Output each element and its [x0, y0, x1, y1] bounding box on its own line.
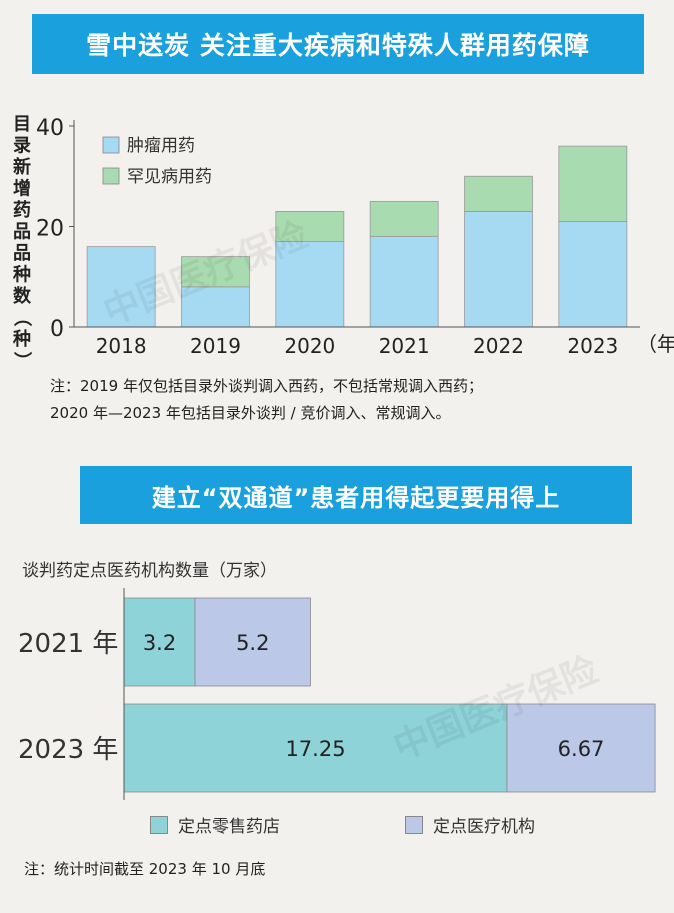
chart1-footnote-line2: 2020 年—2023 年包括目录外谈判 / 竞价调入、常规调入。	[50, 404, 451, 422]
chart2-title: 谈判药定点医药机构数量（万家）	[22, 561, 277, 581]
bar-2023-tumor	[558, 221, 628, 328]
x-tick-label: 2021	[379, 334, 430, 358]
bar-2022-tumor	[464, 211, 533, 328]
x-tick-label: 2023	[567, 334, 618, 358]
bar-2021 年-medical	[194, 597, 311, 687]
y-axis-label-char: 种	[12, 328, 31, 350]
chart2-footnote: 注：统计时间截至 2023 年 10 月底	[24, 860, 266, 878]
y-axis-label-char: （	[11, 309, 32, 327]
bar-value-label: 5.2	[236, 631, 269, 655]
section1-banner: 雪中送炭 关注重大疾病和特殊人群用药保障	[32, 14, 644, 74]
y-axis-label-char: 药	[13, 199, 31, 221]
x-tick-label: 2018	[96, 334, 147, 358]
y-tick-label: 40	[36, 116, 64, 141]
legend-medical: 定点医疗机构	[405, 812, 535, 837]
bar-2021-rare	[369, 200, 439, 237]
bar-2021 年-retail	[123, 597, 196, 687]
bar-2019-tumor	[181, 286, 250, 328]
bar-2023 年-retail	[123, 703, 508, 793]
y-tick-label: 20	[36, 217, 64, 242]
x-tick-label: 2020	[284, 334, 335, 358]
y-axis-label-char: 数	[13, 285, 32, 307]
legend-swatch	[102, 136, 120, 154]
legend-retail-label: 定点零售药店	[178, 817, 280, 837]
y-axis-label-char: ）	[11, 352, 32, 370]
bar-value-label: 17.25	[285, 737, 345, 761]
bar-value-label: 6.67	[558, 737, 605, 761]
bar-2023-rare	[558, 145, 628, 222]
section2-banner: 建立“双通道”患者用得起更要用得上	[80, 466, 632, 524]
bar-2019-rare	[181, 256, 250, 288]
legend-label: 罕见病用药	[127, 167, 212, 187]
legend-medical-swatch	[405, 815, 423, 834]
x-tick-label: 2022	[473, 334, 524, 358]
chart1-footnote-line1: 注：2019 年仅包括目录外谈判调入西药，不包括常规调入西药；	[50, 377, 483, 395]
bar-2020-rare	[275, 211, 345, 242]
bar-2020-tumor	[275, 241, 345, 328]
category-label: 2021 年	[18, 629, 118, 659]
category-label: 2023 年	[18, 735, 118, 765]
x-axis-unit: （年）	[637, 332, 674, 356]
watermark-logo: 中国医疗保险	[388, 649, 605, 768]
y-axis-label-char: 种	[12, 264, 31, 286]
y-axis-label-char: 新	[13, 156, 31, 178]
x-tick-label: 2019	[190, 334, 241, 358]
chart1-footnote: 注：2019 年仅包括目录外谈判调入西药，不包括常规调入西药； 2020 年—2…	[50, 373, 660, 427]
bar-2022-rare	[464, 175, 533, 212]
y-axis-label-char: 品	[13, 222, 31, 243]
legend-retail: 定点零售药店	[150, 812, 280, 837]
y-axis-label-char: 目	[13, 114, 31, 135]
legend-medical-label: 定点医疗机构	[433, 817, 535, 837]
y-tick-label: 0	[50, 317, 64, 342]
y-axis-label-char: 品	[13, 243, 31, 264]
y-axis-label-char: 录	[13, 136, 31, 157]
legend-swatch	[102, 167, 120, 185]
bar-2021-tumor	[369, 236, 439, 328]
bar-value-label: 3.2	[143, 631, 176, 655]
legend-retail-swatch	[150, 815, 168, 834]
bar-2018-tumor	[86, 246, 156, 328]
bar-2023 年-medical	[506, 703, 656, 793]
legend-label: 肿瘤用药	[127, 136, 195, 156]
y-axis-label-char: 增	[13, 178, 31, 200]
